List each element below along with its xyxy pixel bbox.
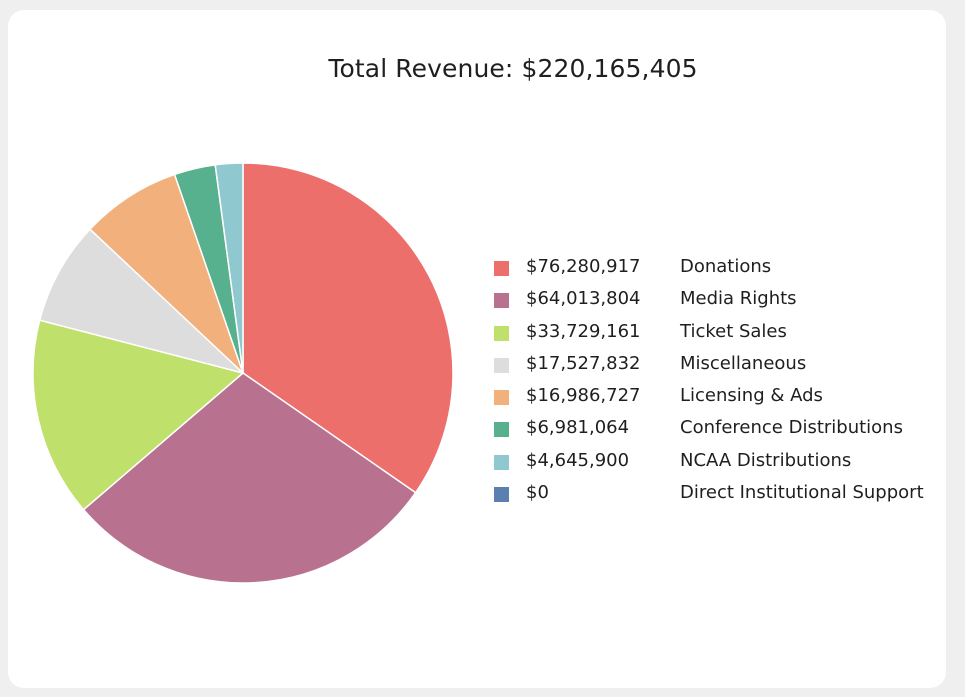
legend-item[interactable]: $16,986,727 Licensing & Ads xyxy=(494,379,944,411)
legend-item[interactable]: $17,527,832 Miscellaneous xyxy=(494,347,944,379)
legend-amount: $6,981,064 xyxy=(526,417,630,439)
legend-label: Ticket Sales xyxy=(680,320,787,342)
legend-item[interactable]: $76,280,917 Donations xyxy=(494,250,944,282)
legend-label: Licensing & Ads xyxy=(680,385,823,407)
legend-amount: $16,986,727 xyxy=(526,385,641,407)
legend-amount: $64,013,804 xyxy=(526,288,641,310)
legend-label: Media Rights xyxy=(680,288,797,310)
legend: $76,280,917 Donations $64,013,804 Media Rig… xyxy=(494,250,944,508)
legend-swatch xyxy=(494,390,509,406)
pie-slice-donations[interactable] xyxy=(242,162,454,494)
legend-swatch xyxy=(494,325,509,341)
legend-item[interactable]: $0 Direct Institutional Support xyxy=(494,476,944,508)
legend-swatch xyxy=(494,293,509,309)
chart-card: Total Revenue: $220,165,405 $76,280,917 D… xyxy=(8,10,946,688)
legend-label: Direct Institutional Support xyxy=(680,482,924,504)
legend-amount: $4,645,900 xyxy=(526,449,630,471)
legend-item[interactable]: $6,981,064 Conference Distributions xyxy=(494,411,944,443)
legend-amount: $33,729,161 xyxy=(526,320,641,342)
pie-slice-ncaa-distributions[interactable] xyxy=(214,162,244,374)
legend-item[interactable]: $33,729,161 Ticket Sales xyxy=(494,315,944,347)
legend-swatch xyxy=(494,357,509,373)
legend-label: NCAA Distributions xyxy=(680,449,852,471)
legend-swatch xyxy=(494,454,509,470)
legend-amount: $76,280,917 xyxy=(526,256,641,277)
pie-slice-licensing-ads[interactable] xyxy=(88,173,244,374)
legend-amount: $17,527,832 xyxy=(526,352,641,374)
legend-label: Miscellaneous xyxy=(680,352,807,374)
legend-swatch xyxy=(494,261,509,276)
pie-slice-media-rights[interactable] xyxy=(82,372,417,584)
legend-swatch xyxy=(494,487,509,503)
pie-chart xyxy=(32,162,454,584)
chart-title: Total Revenue: $220,165,405 xyxy=(328,54,698,83)
legend-item[interactable]: $64,013,804 Media Rights xyxy=(494,282,944,314)
pie-slice-miscellaneous[interactable] xyxy=(38,228,244,374)
legend-label: Donations xyxy=(680,256,772,277)
legend-amount: $0 xyxy=(526,482,549,504)
legend-label: Conference Distributions xyxy=(680,417,903,439)
legend-item[interactable]: $4,645,900 NCAA Distributions xyxy=(494,444,944,476)
legend-swatch xyxy=(494,422,509,438)
pie-slice-ticket-sales[interactable] xyxy=(32,319,245,511)
